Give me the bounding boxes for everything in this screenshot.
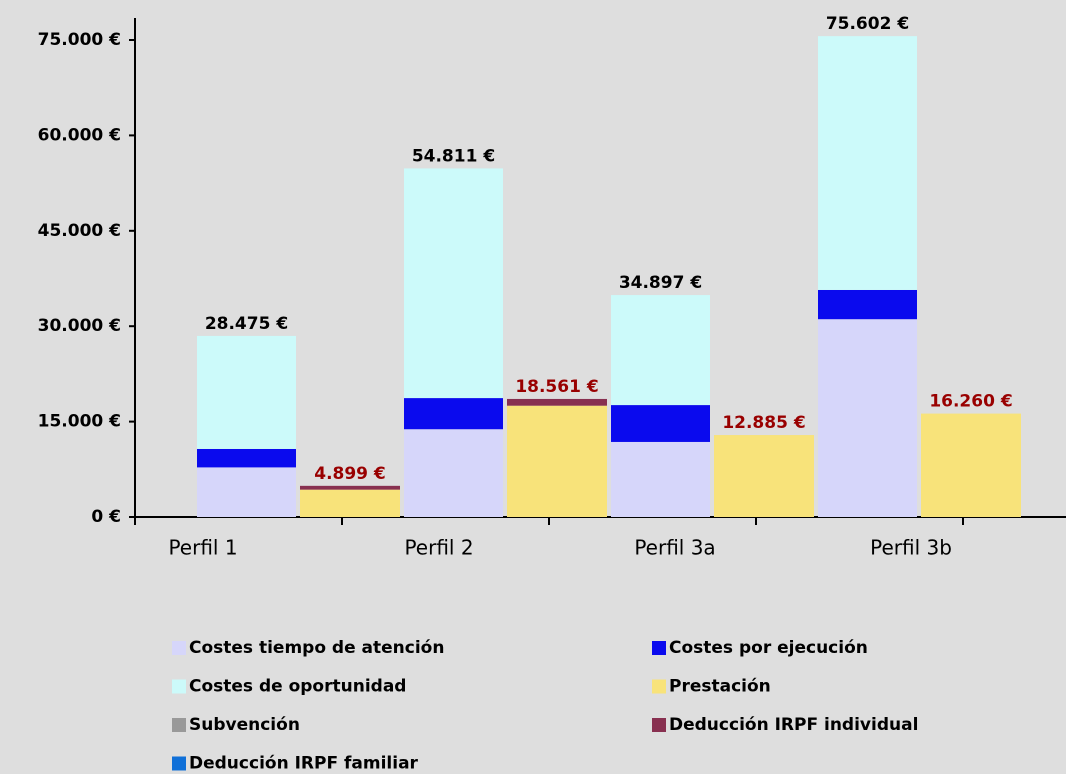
total-label: 28.475 €	[205, 314, 288, 334]
bar-segment	[611, 441, 710, 517]
y-tick-label: 30.000 €	[38, 316, 121, 336]
legend-swatch	[172, 641, 186, 655]
bar-segment	[300, 489, 400, 517]
bar-segment	[197, 467, 296, 517]
legend-label: Costes tiempo de atención	[189, 638, 444, 658]
bar-segment	[818, 289, 917, 320]
x-tick-label: Perfil 3a	[634, 536, 715, 560]
legend-swatch	[652, 718, 666, 732]
bar-segment	[404, 398, 503, 430]
legend-label: Costes por ejecución	[669, 638, 868, 658]
legend-label: Deducción IRPF familiar	[189, 754, 419, 774]
legend-swatch	[172, 718, 186, 732]
legend-swatch	[172, 679, 186, 694]
legend-swatch	[652, 641, 666, 655]
legend-label: Subvención	[189, 715, 300, 735]
total-label: 12.885 €	[722, 413, 805, 433]
y-tick-label: 60.000 €	[38, 125, 121, 145]
bar-segment	[404, 168, 503, 399]
bar-segment	[714, 435, 814, 517]
bar-segment	[818, 319, 917, 517]
legend-label: Costes de oportunidad	[189, 677, 406, 697]
total-label: 18.561 €	[515, 377, 598, 397]
bar-segment	[611, 295, 710, 406]
bar-segment	[611, 405, 710, 442]
bar-segment	[507, 405, 607, 517]
bar-segment	[197, 335, 296, 449]
legend-swatch	[652, 679, 666, 694]
bar-segment	[404, 429, 503, 517]
legend-label: Deducción IRPF individual	[669, 715, 918, 735]
total-label: 34.897 €	[619, 273, 702, 293]
bar-segment	[300, 485, 400, 490]
x-tick-label: Perfil 2	[404, 536, 473, 560]
total-label: 4.899 €	[314, 464, 386, 484]
legend-swatch	[172, 756, 186, 771]
total-label: 16.260 €	[929, 392, 1012, 412]
legend-label: Prestación	[669, 677, 771, 697]
y-tick-label: 45.000 €	[38, 221, 121, 241]
total-label: 75.602 €	[826, 14, 909, 34]
bar-segment	[818, 36, 917, 290]
bar-segment	[197, 448, 296, 468]
y-tick-label: 75.000 €	[38, 30, 121, 50]
x-tick-label: Perfil 3b	[870, 536, 952, 560]
y-tick-label: 0 €	[91, 507, 121, 527]
bar-segment	[507, 398, 607, 406]
bar-segment	[921, 413, 1021, 517]
x-tick-label: Perfil 1	[168, 536, 237, 560]
total-label: 54.811 €	[412, 146, 495, 166]
y-tick-label: 15.000 €	[38, 412, 121, 432]
